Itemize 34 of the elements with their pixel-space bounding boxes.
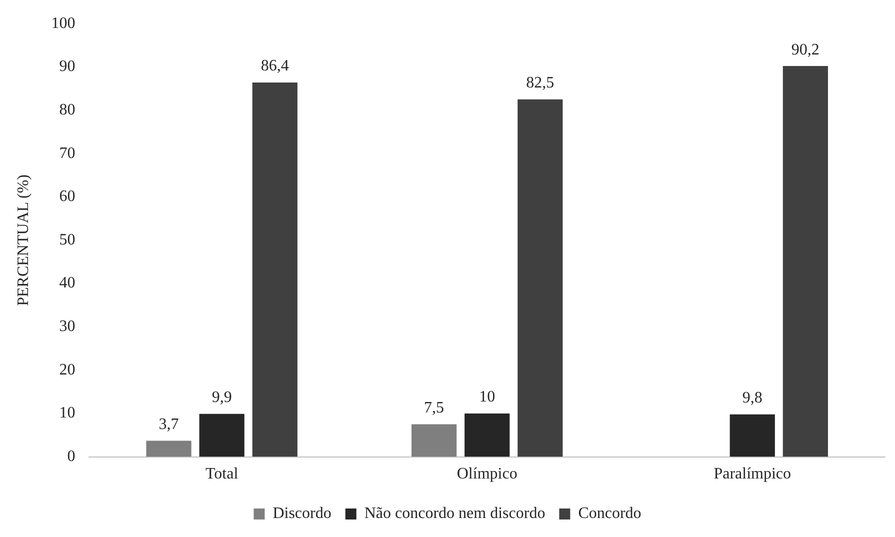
y-tick-label: 80 [59,101,76,118]
y-tick-label: 90 [59,58,76,76]
bar [464,413,510,457]
bar [518,99,563,457]
legend-label: Concordo [578,505,642,522]
y-tick-label: 100 [51,14,76,32]
data-label: 9,9 [212,389,232,406]
y-tick-label: 20 [59,361,76,378]
bar [252,82,298,457]
data-label: 86,4 [260,58,289,75]
bar [730,414,775,457]
y-tick-label: 70 [59,144,76,162]
bar [199,414,244,457]
bar [412,424,457,457]
y-tick-label: 50 [59,231,76,248]
x-tick-label: Paralímpico [714,466,792,483]
y-tick-label: 30 [59,318,76,336]
data-label: 3,7 [158,416,179,433]
bar [146,440,192,457]
data-label: 82,5 [526,74,554,92]
data-label: 9,8 [742,390,762,407]
legend-label: Não concordo nem discordo [364,505,546,522]
y-tick-label: 0 [67,448,76,466]
y-tick-label: 60 [59,188,76,206]
y-tick-label: 10 [59,404,76,422]
x-tick-label: Total [206,466,239,483]
data-label: 7,5 [424,400,444,417]
data-label: 90,2 [791,41,820,58]
x-tick-label: Olímpico [456,466,518,483]
bar [782,66,828,457]
data-label: 10 [479,388,496,406]
y-axis-title: PERCENTUAL (%) [14,174,32,306]
y-tick-label: 40 [59,274,76,292]
legend-label: Discordo [272,505,332,522]
